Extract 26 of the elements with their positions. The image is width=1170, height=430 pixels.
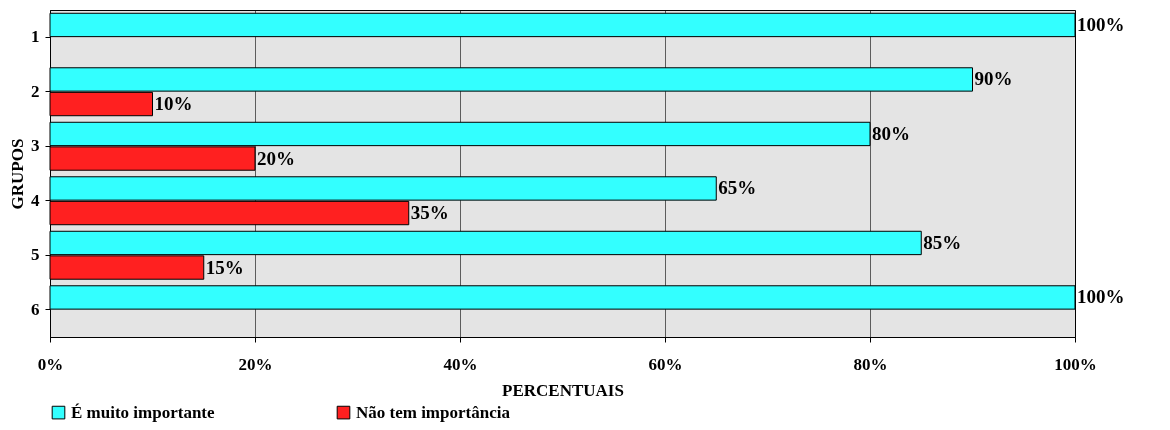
y-tick-label: 4 [31, 190, 40, 210]
data-label: 100% [1077, 13, 1125, 35]
x-tick-label: 100% [1054, 354, 1097, 374]
data-label: 35% [410, 202, 449, 224]
y-tick-label: 6 [31, 299, 40, 319]
y-tick-label: 3 [31, 136, 40, 156]
y-axis-title: GRUPOS [8, 138, 27, 210]
data-label: 65% [718, 177, 757, 199]
data-label: 85% [923, 231, 962, 253]
x-tick-label: 20% [238, 354, 273, 374]
data-label: 15% [205, 256, 244, 278]
data-label: 20% [257, 147, 295, 169]
x-tick-label: 0% [37, 354, 64, 374]
x-axis-title: PERCENTUAIS [502, 380, 624, 400]
y-tick-label: 2 [31, 81, 40, 101]
x-tick-label: 40% [443, 354, 478, 374]
y-tick-label: 1 [31, 27, 40, 47]
data-label: 100% [1077, 286, 1125, 308]
data-label: 80% [872, 122, 910, 144]
legend-label: É muito importante [71, 402, 215, 422]
data-label: 10% [154, 93, 193, 115]
y-tick-label: 5 [31, 245, 40, 265]
x-tick-label: 60% [648, 354, 683, 374]
legend-label: Não tem importância [356, 402, 511, 422]
data-label: 90% [974, 68, 1013, 90]
x-tick-label: 80% [853, 354, 888, 374]
